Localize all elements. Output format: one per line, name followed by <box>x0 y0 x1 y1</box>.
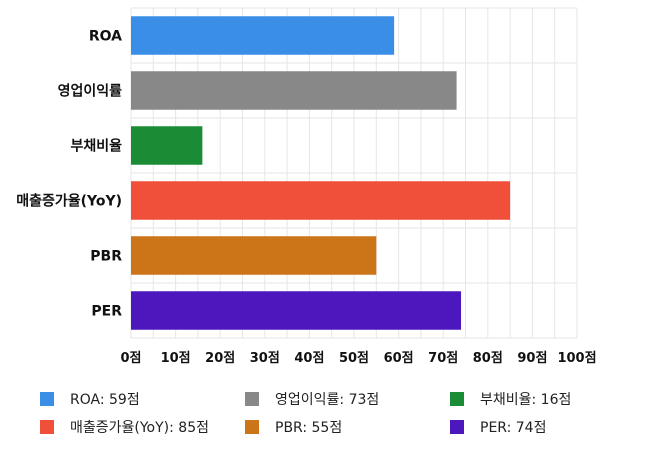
legend-swatch <box>245 392 259 406</box>
legend-swatch <box>450 420 464 434</box>
x-tick-label: 50점 <box>339 351 369 366</box>
legend-label: ROA: 59점 <box>70 392 140 408</box>
x-tick-labels: 0점 10점 20점 30점 40점 50점 60점 70점 80점 90점 100점 <box>120 351 596 366</box>
bar <box>131 71 457 110</box>
legend-label: PER: 74점 <box>480 420 547 436</box>
category-label: PBR <box>90 249 122 265</box>
x-tick-label: 40점 <box>294 351 324 366</box>
bar <box>131 181 511 220</box>
x-tick-label: 90점 <box>517 351 547 366</box>
x-tick-label: 20점 <box>205 351 235 366</box>
bar <box>131 16 395 55</box>
legend-item: ROA: 59점 <box>40 388 245 410</box>
category-label: 영업이익률 <box>58 83 123 100</box>
x-tick-label: 80점 <box>473 351 503 366</box>
legend-item: 부채비율: 16점 <box>450 388 640 410</box>
x-tick-label: 70점 <box>428 351 458 366</box>
legend-item: PER: 74점 <box>450 416 640 438</box>
category-label: PER <box>91 304 122 320</box>
category-label: 매출증가율(YoY) <box>16 193 122 210</box>
legend-label: 영업이익률: 73점 <box>275 392 380 408</box>
legend-item: 매출증가율(YoY): 85점 <box>40 416 245 438</box>
bar <box>131 236 377 275</box>
category-label: ROA <box>89 29 122 45</box>
bar <box>131 126 203 165</box>
legend-item: PBR: 55점 <box>245 416 450 438</box>
bar <box>131 291 462 330</box>
grid-lines <box>130 7 578 339</box>
legend-label: PBR: 55점 <box>275 420 343 436</box>
legend-swatch <box>245 420 259 434</box>
x-tick-label: 10점 <box>161 351 191 366</box>
x-tick-label: 0점 <box>120 351 141 366</box>
x-tick-label: 30점 <box>250 351 280 366</box>
category-label: 부채비율 <box>70 138 122 155</box>
bars <box>131 16 511 330</box>
x-tick-label: 100점 <box>557 351 596 366</box>
legend-swatch <box>40 392 54 406</box>
legend-swatch <box>40 420 54 434</box>
legend-label: 부채비율: 16점 <box>480 392 572 408</box>
legend-swatch <box>450 392 464 406</box>
legend-label: 매출증가율(YoY): 85점 <box>70 420 209 436</box>
x-tick-label: 60점 <box>384 351 414 366</box>
legend-item: 영업이익률: 73점 <box>245 388 450 410</box>
